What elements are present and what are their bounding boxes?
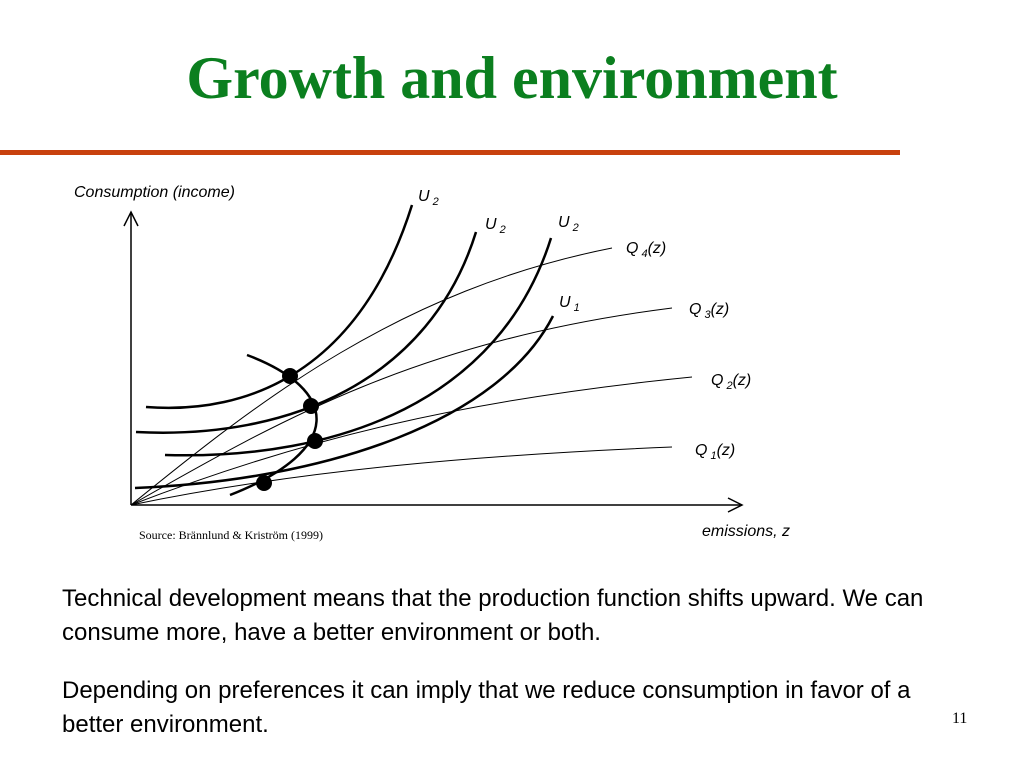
paragraph-preferences: Depending on preferences it can imply th…: [62, 677, 911, 738]
tangency-point-q1: [256, 475, 272, 491]
y-axis-label: Consumption (income): [74, 184, 235, 201]
indifference-curve-1: [145, 204, 414, 410]
q2-label: Q 2(z): [711, 372, 751, 392]
tangency-point-q3: [303, 398, 319, 414]
source-note: Source: Brännlund & Kriström (1999): [139, 528, 323, 542]
indifference-curve-4: [134, 315, 555, 490]
production-curve-q1: [130, 446, 673, 506]
paragraph-technical-development: Technical development means that the pro…: [62, 585, 924, 646]
growth-environment-diagram: Consumption (income) emissions, z Source…: [74, 184, 790, 542]
production-curve-q4: [130, 247, 613, 506]
q4-label: Q 4(z): [626, 240, 666, 260]
y-axis-arrow: [123, 210, 139, 227]
production-curve-q3: [130, 307, 673, 506]
tangency-point-q4: [282, 368, 298, 384]
indifference-curve-2: [135, 231, 478, 434]
page-number: 11: [952, 710, 968, 727]
tangency-point-q2: [307, 433, 323, 449]
q3-label: Q 3(z): [689, 301, 729, 321]
x-axis-arrow: [727, 497, 744, 513]
production-curve-q2: [130, 376, 693, 506]
q1-label: Q 1(z): [695, 442, 735, 462]
title-divider: [0, 150, 900, 155]
indifference-curve-3: [164, 237, 553, 457]
x-axis-label: emissions, z: [702, 523, 790, 540]
slide-title: Growth and environment: [186, 45, 838, 111]
